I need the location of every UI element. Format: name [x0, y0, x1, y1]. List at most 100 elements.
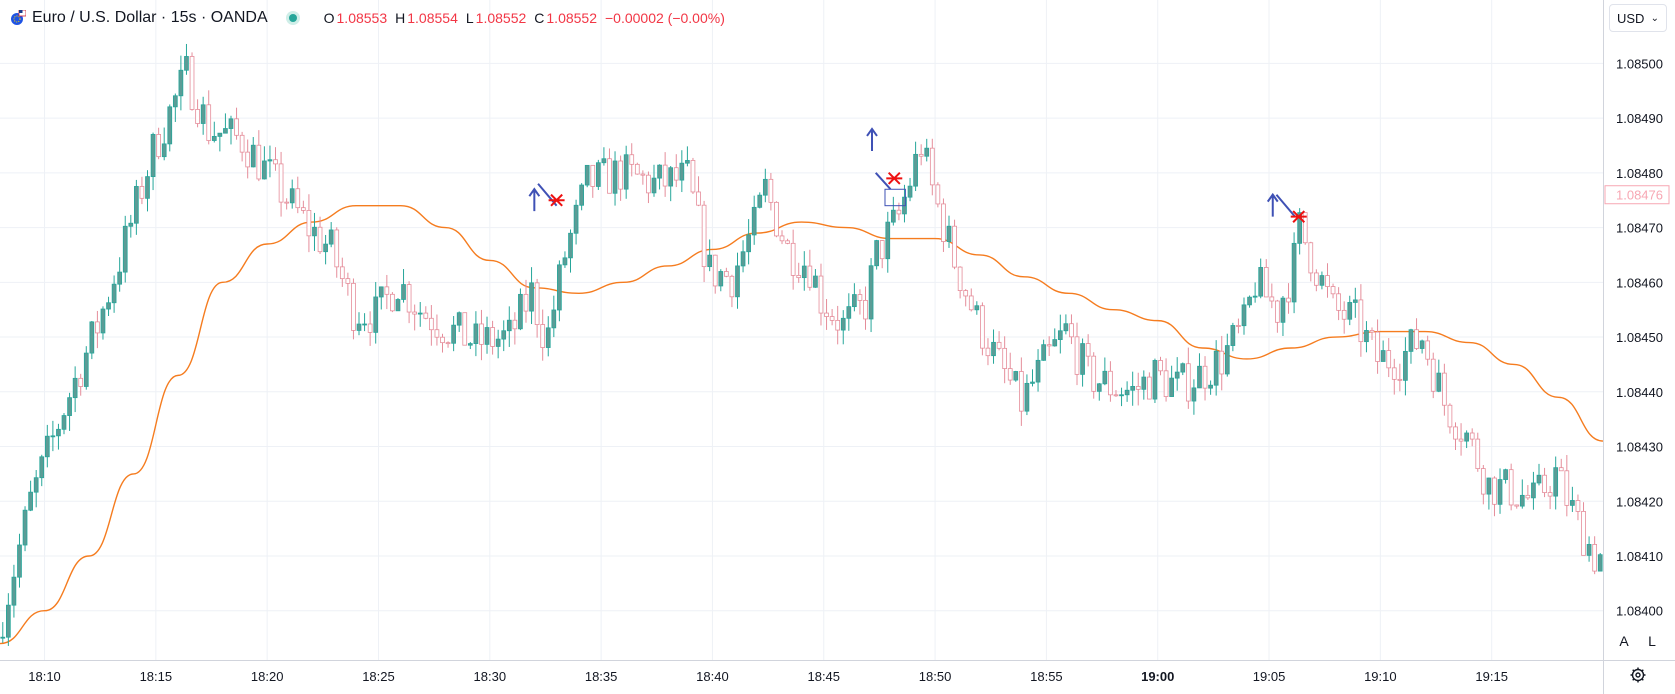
candle-body — [957, 266, 963, 291]
candle-body — [646, 174, 651, 194]
high-key: H — [395, 10, 406, 26]
candle-body — [22, 509, 28, 546]
candle-body — [835, 319, 841, 331]
candle-body — [1057, 330, 1063, 340]
candle-body — [1297, 212, 1303, 244]
candle-body — [729, 275, 735, 298]
price-tick-label: 1.08500 — [1616, 56, 1663, 71]
candle-body — [980, 305, 985, 349]
candle-body — [1269, 296, 1275, 302]
candle-body — [501, 330, 507, 340]
candle-body — [1436, 372, 1442, 392]
candle-body — [434, 329, 440, 338]
candle-body — [334, 229, 340, 268]
price-tick-label: 1.08460 — [1616, 275, 1663, 290]
candle-body — [1497, 479, 1503, 505]
candle-body — [918, 153, 924, 157]
time-tick-label: 19:10 — [1364, 669, 1397, 684]
candle-body — [139, 186, 145, 199]
candle-body — [1191, 387, 1197, 402]
candle-body — [78, 377, 84, 387]
candle-body — [540, 324, 546, 348]
symbol-flags-icon[interactable] — [10, 9, 27, 26]
candle-body — [1464, 432, 1469, 442]
candle-body — [718, 271, 724, 287]
candle-body — [634, 163, 640, 175]
candle-body — [545, 327, 551, 348]
candle-body — [1514, 504, 1520, 507]
currency-label: USD — [1617, 10, 1645, 26]
candle-body — [1152, 360, 1158, 400]
candle-body — [852, 294, 857, 308]
candle-body — [1592, 544, 1597, 572]
candle-body — [278, 163, 284, 203]
candle-body — [44, 435, 50, 458]
candle-body — [467, 343, 473, 346]
arrow-up-marker — [528, 187, 541, 212]
candle-body — [740, 251, 746, 267]
candle-body — [1213, 350, 1219, 386]
candle-body — [117, 271, 123, 285]
diagonal-marker-line — [1275, 194, 1296, 218]
candle-body — [72, 377, 78, 399]
candle-body — [640, 173, 646, 176]
gear-icon[interactable] — [1628, 665, 1648, 685]
candle-body — [890, 209, 896, 223]
candle-body — [963, 290, 969, 297]
candle-body — [1319, 275, 1325, 286]
price-tick-label: 1.08450 — [1616, 330, 1663, 345]
currency-select[interactable]: USD ⌄ — [1609, 4, 1667, 32]
candle-body — [523, 293, 529, 312]
candle-body — [712, 254, 718, 287]
symbol-title[interactable]: Euro / U.S. Dollar · 15s · OANDA — [32, 9, 268, 26]
candle-body — [412, 311, 418, 315]
log-scale-button[interactable]: L — [1648, 633, 1656, 649]
candle-body — [345, 278, 351, 284]
candle-body — [1230, 325, 1236, 346]
candle-body — [818, 275, 824, 314]
candle-body — [757, 194, 763, 208]
candle-body — [573, 204, 579, 234]
candle-body — [534, 282, 540, 325]
candle-body — [356, 323, 362, 331]
candle-body — [1091, 355, 1097, 392]
candle-body — [1024, 382, 1030, 412]
candle-body — [1586, 544, 1592, 556]
candle-body — [317, 226, 323, 253]
candle-body — [946, 225, 952, 242]
chart-grid — [0, 0, 1603, 660]
candle-body — [629, 154, 635, 165]
candle-body — [11, 576, 17, 606]
candle-body — [284, 201, 289, 204]
candle-body — [868, 265, 874, 320]
auto-scale-button[interactable]: A — [1619, 633, 1629, 649]
candle-body — [1158, 360, 1163, 372]
open-key: O — [323, 10, 335, 26]
candle-body — [323, 243, 328, 253]
candle-body — [668, 167, 674, 187]
candle-body — [996, 341, 1002, 349]
candle-body — [0, 636, 6, 639]
arrow-up-marker — [866, 127, 878, 151]
market-status-icon[interactable] — [285, 11, 300, 25]
candle-body — [774, 201, 779, 237]
candle-body — [1124, 389, 1130, 396]
time-tick-label: 18:20 — [251, 669, 284, 684]
candle-body — [273, 159, 278, 165]
candle-body — [289, 188, 295, 204]
candle-body — [518, 293, 523, 330]
candle-body — [807, 265, 813, 288]
candle-body — [1375, 331, 1380, 362]
candle-body — [551, 309, 557, 329]
candle-body — [1469, 432, 1475, 440]
candle-body — [1080, 343, 1085, 375]
candle-body — [1397, 378, 1403, 381]
candle-body — [1519, 494, 1525, 507]
candle-body — [17, 544, 22, 578]
candle-body — [985, 347, 991, 357]
candle-body — [506, 319, 512, 332]
candle-body — [885, 221, 891, 260]
candle-body — [495, 338, 501, 347]
candle-body — [1208, 384, 1213, 389]
